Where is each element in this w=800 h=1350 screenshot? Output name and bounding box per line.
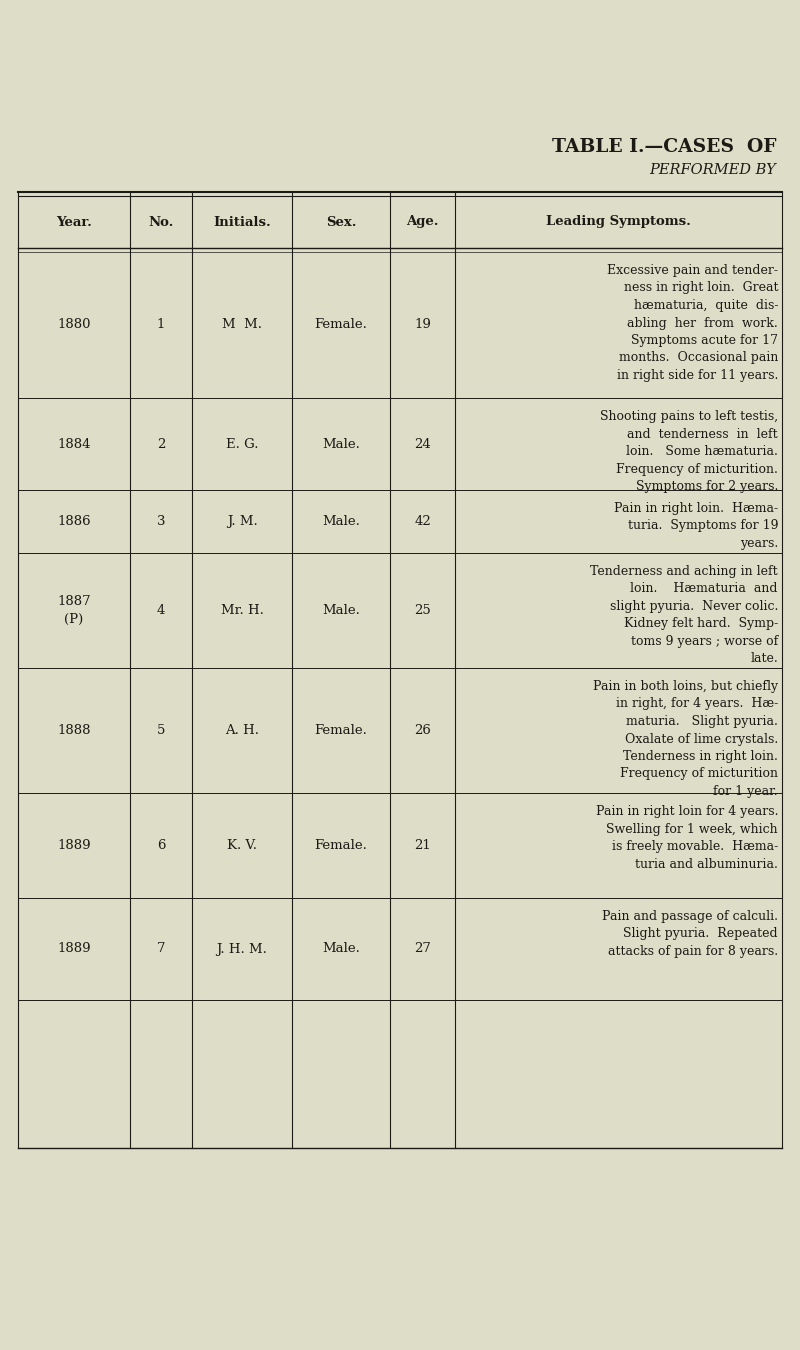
Text: Female.: Female.: [314, 838, 367, 852]
Text: 24: 24: [414, 437, 431, 451]
Text: Pain in both loins, but chiefly
in right, for 4 years.  Hæ-
maturia.   Slight py: Pain in both loins, but chiefly in right…: [593, 680, 778, 798]
Text: 1884: 1884: [58, 437, 90, 451]
Text: Pain in right loin for 4 years.
Swelling for 1 week, which
is freely movable.  H: Pain in right loin for 4 years. Swelling…: [595, 805, 778, 871]
Text: Pain in right loin.  Hæma-
turia.  Symptoms for 19
years.: Pain in right loin. Hæma- turia. Symptom…: [614, 502, 778, 549]
Text: E. G.: E. G.: [226, 437, 258, 451]
Text: J. H. M.: J. H. M.: [217, 942, 267, 956]
Text: 1888: 1888: [58, 724, 90, 737]
Text: Female.: Female.: [314, 319, 367, 332]
Text: Shooting pains to left testis,
and  tenderness  in  left
loin.   Some hæmaturia.: Shooting pains to left testis, and tende…: [600, 410, 778, 493]
Text: 19: 19: [414, 319, 431, 332]
Text: Tenderness and aching in left
loin.    Hæmaturia  and
slight pyuria.  Never coli: Tenderness and aching in left loin. Hæma…: [590, 566, 778, 666]
Text: 5: 5: [157, 724, 165, 737]
Text: 6: 6: [157, 838, 166, 852]
Text: Age.: Age.: [406, 216, 438, 228]
Text: Initials.: Initials.: [213, 216, 271, 228]
Text: J. M.: J. M.: [226, 514, 258, 528]
Text: Mr. H.: Mr. H.: [221, 603, 263, 617]
Text: Male.: Male.: [322, 603, 360, 617]
Text: Excessive pain and tender-
ness in right loin.  Great
hæmaturia,  quite  dis-
ab: Excessive pain and tender- ness in right…: [607, 265, 778, 382]
Text: Female.: Female.: [314, 724, 367, 737]
Text: 3: 3: [157, 514, 166, 528]
Text: 7: 7: [157, 942, 166, 956]
Text: 1880: 1880: [58, 319, 90, 332]
Text: 1886: 1886: [57, 514, 91, 528]
Text: 1: 1: [157, 319, 165, 332]
Text: TABLE I.—CASES  OF: TABLE I.—CASES OF: [551, 138, 776, 157]
Text: Male.: Male.: [322, 437, 360, 451]
Text: A. H.: A. H.: [225, 724, 259, 737]
Text: 21: 21: [414, 838, 431, 852]
Text: M  M.: M M.: [222, 319, 262, 332]
Text: 26: 26: [414, 724, 431, 737]
Text: PERFORMED BY: PERFORMED BY: [650, 163, 776, 177]
Text: Leading Symptoms.: Leading Symptoms.: [546, 216, 691, 228]
Text: 42: 42: [414, 514, 431, 528]
Text: K. V.: K. V.: [227, 838, 257, 852]
Text: 25: 25: [414, 603, 431, 617]
Text: Year.: Year.: [56, 216, 92, 228]
Text: 4: 4: [157, 603, 165, 617]
Text: 2: 2: [157, 437, 165, 451]
Text: 1889: 1889: [57, 838, 91, 852]
Text: No.: No.: [148, 216, 174, 228]
Text: 27: 27: [414, 942, 431, 956]
Text: 1887
(P): 1887 (P): [57, 595, 91, 626]
Text: Pain and passage of calculi.
Slight pyuria.  Repeated
attacks of pain for 8 year: Pain and passage of calculi. Slight pyur…: [602, 910, 778, 958]
Text: 1889: 1889: [57, 942, 91, 956]
Text: Male.: Male.: [322, 514, 360, 528]
Text: Sex.: Sex.: [326, 216, 356, 228]
Text: Male.: Male.: [322, 942, 360, 956]
